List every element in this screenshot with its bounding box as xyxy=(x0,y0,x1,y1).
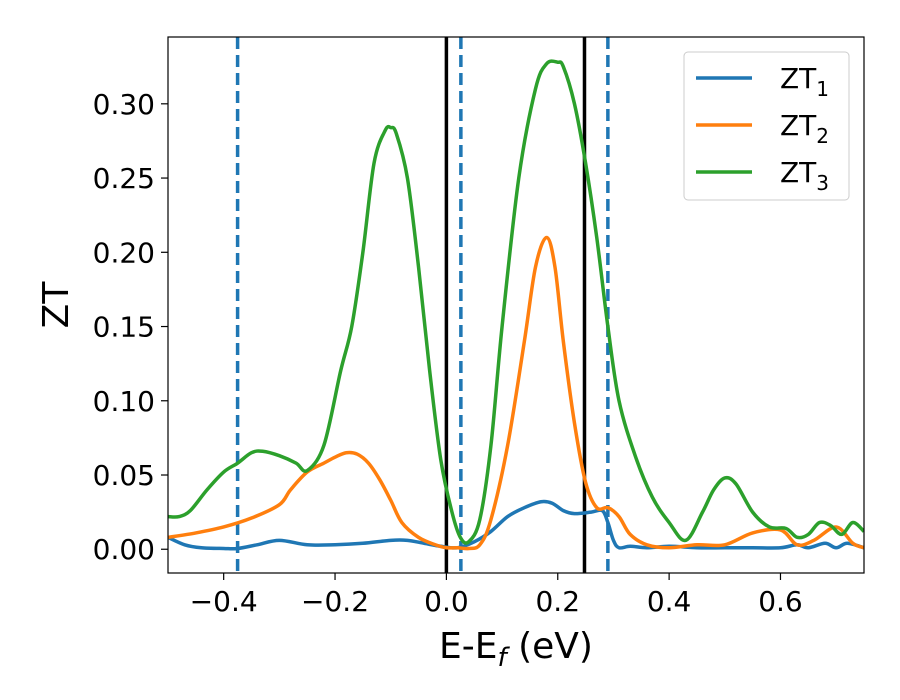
x-tick-label: 0.6 xyxy=(758,585,803,618)
y-axis-ticks: 0.00 0.05 0.10 0.15 0.20 0.25 0.30 xyxy=(93,88,168,566)
legend: ZT1 ZT2 ZT3 xyxy=(683,51,850,201)
y-tick-label: 0.30 xyxy=(93,88,155,121)
y-tick-label: 0.15 xyxy=(93,311,155,344)
x-tick-label: 0.2 xyxy=(535,585,580,618)
x-tick-label: −0.2 xyxy=(301,585,369,618)
y-tick-label: 0.25 xyxy=(93,162,155,195)
series-line-zt3 xyxy=(168,59,864,545)
legend-entry-3: ZT3 xyxy=(696,156,829,195)
legend-label-1-sub: 1 xyxy=(816,77,829,101)
x-axis-label: E-Ef (eV) xyxy=(439,626,593,673)
legend-box xyxy=(683,51,850,201)
x-tick-label: 0.4 xyxy=(647,585,692,618)
y-tick-label: 0.10 xyxy=(93,385,155,418)
legend-label-1: ZT xyxy=(780,62,817,95)
x-tick-label: −0.4 xyxy=(190,585,258,618)
legend-entry-1: ZT1 xyxy=(696,62,829,101)
y-tick-label: 0.20 xyxy=(93,236,155,269)
y-axis-label: ZT xyxy=(36,281,77,329)
plot-frame xyxy=(167,36,865,574)
legend-label-2-sub: 2 xyxy=(816,124,829,148)
y-tick-label: 0.00 xyxy=(93,533,155,566)
x-axis-label-unit: (eV) xyxy=(507,626,593,667)
x-axis-ticks: −0.4 −0.2 0.0 0.2 0.4 0.6 xyxy=(190,573,803,618)
y-tick-label: 0.05 xyxy=(93,459,155,492)
x-axis-label-main: E-E xyxy=(439,626,497,667)
series-line-zt2 xyxy=(168,235,864,551)
series-line-zt1 xyxy=(168,499,864,551)
legend-entry-2: ZT2 xyxy=(696,109,829,148)
x-tick-label: 0.0 xyxy=(424,585,469,618)
series-lines xyxy=(168,59,864,551)
legend-label-3-sub: 3 xyxy=(816,171,829,195)
svg-text:ZT1: ZT1 xyxy=(780,62,829,101)
svg-text:ZT2: ZT2 xyxy=(780,109,829,148)
svg-text:ZT3: ZT3 xyxy=(780,156,829,195)
legend-label-2: ZT xyxy=(780,109,817,142)
legend-label-3: ZT xyxy=(780,156,817,189)
